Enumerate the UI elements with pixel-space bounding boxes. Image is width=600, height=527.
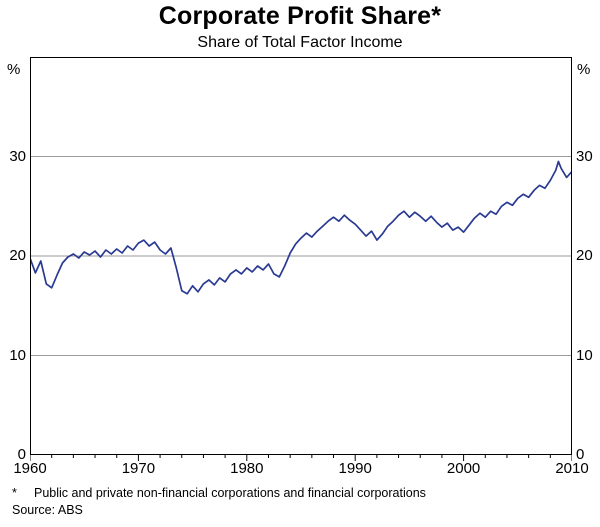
x-tick-label: 1960 [13,460,47,477]
y-tick-label-left: 30 [9,147,26,165]
x-tick-label: 1990 [338,460,372,477]
profit-share-line-chart [30,57,572,461]
footnote-text: Public and private non-financial corpora… [34,486,426,500]
x-tick-label: 2010 [555,460,589,477]
y-tick-label-right: 30 [576,147,593,165]
x-tick-label: 1980 [230,460,264,477]
chart-title: Corporate Profit Share* [158,2,442,30]
source-note: Source: ABS [12,503,83,517]
x-tick-label: 1970 [121,460,156,477]
y-tick-label-left: 10 [9,346,26,364]
footnote-marker: * [12,486,17,500]
y-axis-unit-right: % [577,61,591,78]
chart-subtitle: Share of Total Factor Income [197,34,403,51]
y-tick-label-right: 0 [576,446,585,463]
footnote: * Public and private non-financial corpo… [12,486,594,500]
y-tick-label-left: 20 [9,247,26,264]
y-tick-label-right: 20 [576,247,593,264]
y-axis-unit-left: % [7,61,21,78]
y-tick-label-left: 0 [17,446,26,463]
y-tick-label-right: 10 [576,346,593,364]
x-tick-label: 2000 [446,460,481,477]
